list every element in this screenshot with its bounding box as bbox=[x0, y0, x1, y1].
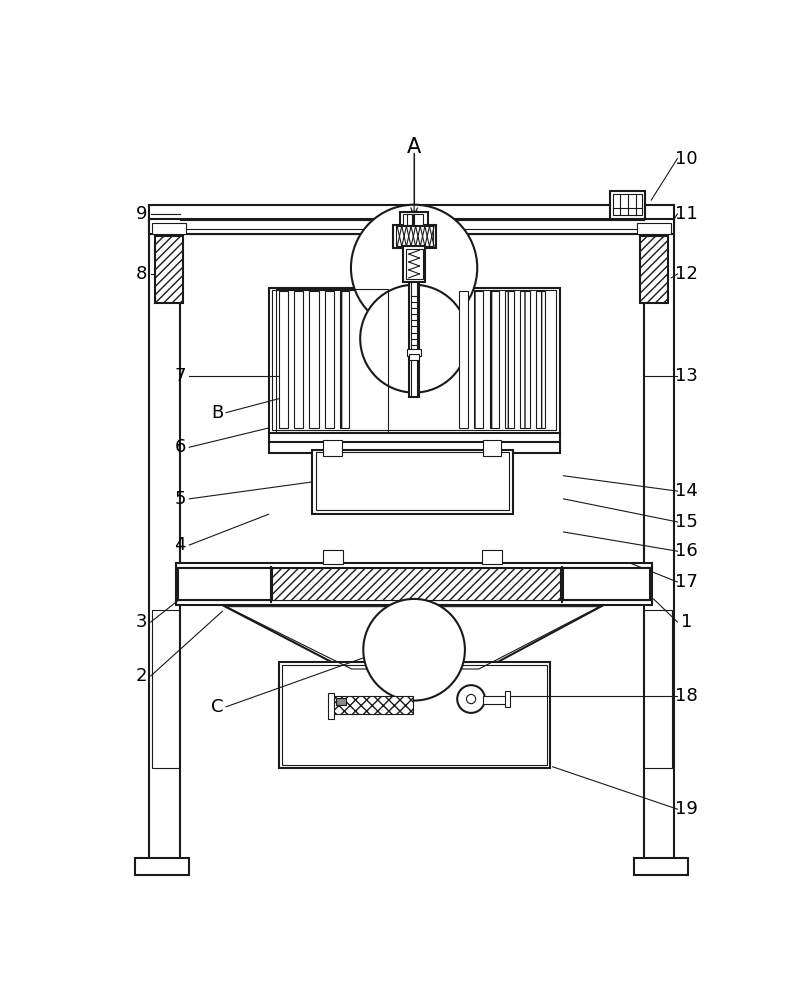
Bar bbox=[490, 291, 499, 428]
Bar bbox=[474, 291, 483, 428]
Text: 3: 3 bbox=[136, 613, 147, 631]
Text: 2: 2 bbox=[136, 667, 147, 685]
Bar bbox=[393, 225, 436, 248]
Bar bbox=[505, 691, 510, 707]
Bar bbox=[268, 442, 560, 453]
Bar bbox=[459, 291, 468, 428]
Bar bbox=[176, 567, 652, 602]
Text: 9: 9 bbox=[136, 205, 147, 223]
Bar bbox=[634, 858, 688, 875]
Bar bbox=[279, 662, 549, 768]
Bar bbox=[643, 214, 675, 861]
Text: 18: 18 bbox=[675, 687, 698, 705]
Bar bbox=[316, 452, 509, 510]
Text: 14: 14 bbox=[675, 482, 698, 500]
Bar bbox=[406, 249, 423, 279]
Bar bbox=[176, 600, 652, 605]
Text: 10: 10 bbox=[675, 149, 698, 167]
Bar bbox=[176, 563, 652, 568]
Text: 16: 16 bbox=[675, 542, 698, 560]
Text: 1: 1 bbox=[681, 613, 692, 631]
Bar bbox=[268, 433, 560, 443]
Text: B: B bbox=[211, 404, 223, 422]
Text: 6: 6 bbox=[175, 438, 186, 456]
Bar bbox=[330, 696, 414, 714]
Bar bbox=[152, 610, 179, 768]
Bar bbox=[407, 349, 421, 356]
Text: 12: 12 bbox=[675, 265, 698, 283]
Circle shape bbox=[351, 205, 478, 331]
Bar bbox=[268, 288, 560, 434]
Bar bbox=[325, 291, 334, 428]
Bar bbox=[396, 226, 432, 246]
Bar bbox=[149, 205, 675, 220]
Bar bbox=[328, 693, 334, 719]
Text: C: C bbox=[211, 698, 223, 716]
Bar bbox=[414, 214, 423, 225]
Text: 13: 13 bbox=[675, 367, 698, 385]
Bar bbox=[323, 550, 343, 564]
Bar bbox=[483, 696, 507, 704]
Bar bbox=[149, 214, 180, 861]
Text: 4: 4 bbox=[175, 536, 186, 554]
Bar bbox=[505, 291, 514, 428]
Bar bbox=[152, 223, 186, 234]
Bar bbox=[402, 214, 412, 225]
Bar bbox=[520, 291, 529, 428]
Circle shape bbox=[360, 285, 468, 393]
Bar bbox=[482, 440, 501, 456]
Bar bbox=[610, 191, 645, 219]
Polygon shape bbox=[222, 605, 604, 671]
Bar bbox=[644, 610, 672, 768]
Bar bbox=[638, 223, 671, 234]
Polygon shape bbox=[271, 568, 561, 600]
Bar bbox=[409, 259, 419, 397]
Text: 19: 19 bbox=[675, 800, 698, 818]
Bar bbox=[323, 440, 342, 456]
Bar bbox=[411, 260, 417, 396]
Circle shape bbox=[457, 685, 485, 713]
Bar bbox=[563, 568, 650, 600]
Bar bbox=[272, 290, 556, 430]
Circle shape bbox=[364, 599, 465, 701]
Bar bbox=[340, 291, 349, 428]
Bar bbox=[612, 194, 642, 215]
Circle shape bbox=[466, 694, 476, 704]
Bar bbox=[149, 219, 675, 234]
Bar bbox=[309, 291, 318, 428]
Bar bbox=[136, 858, 189, 875]
Bar bbox=[294, 291, 303, 428]
Bar bbox=[536, 291, 545, 428]
Text: 8: 8 bbox=[136, 265, 147, 283]
Bar bbox=[400, 212, 428, 226]
Bar bbox=[410, 354, 419, 360]
Bar bbox=[482, 550, 502, 564]
Text: 15: 15 bbox=[675, 513, 698, 531]
Bar bbox=[276, 289, 388, 432]
Text: 11: 11 bbox=[675, 205, 698, 223]
Bar bbox=[279, 291, 288, 428]
Bar bbox=[313, 450, 512, 514]
Text: A: A bbox=[407, 137, 421, 157]
Text: 7: 7 bbox=[175, 367, 186, 385]
Text: 5: 5 bbox=[175, 490, 186, 508]
Bar bbox=[641, 235, 668, 303]
Bar bbox=[155, 235, 183, 303]
Text: 17: 17 bbox=[675, 573, 698, 591]
Bar bbox=[403, 246, 425, 282]
Bar bbox=[179, 568, 272, 600]
Bar bbox=[282, 665, 546, 765]
Bar bbox=[335, 698, 347, 705]
